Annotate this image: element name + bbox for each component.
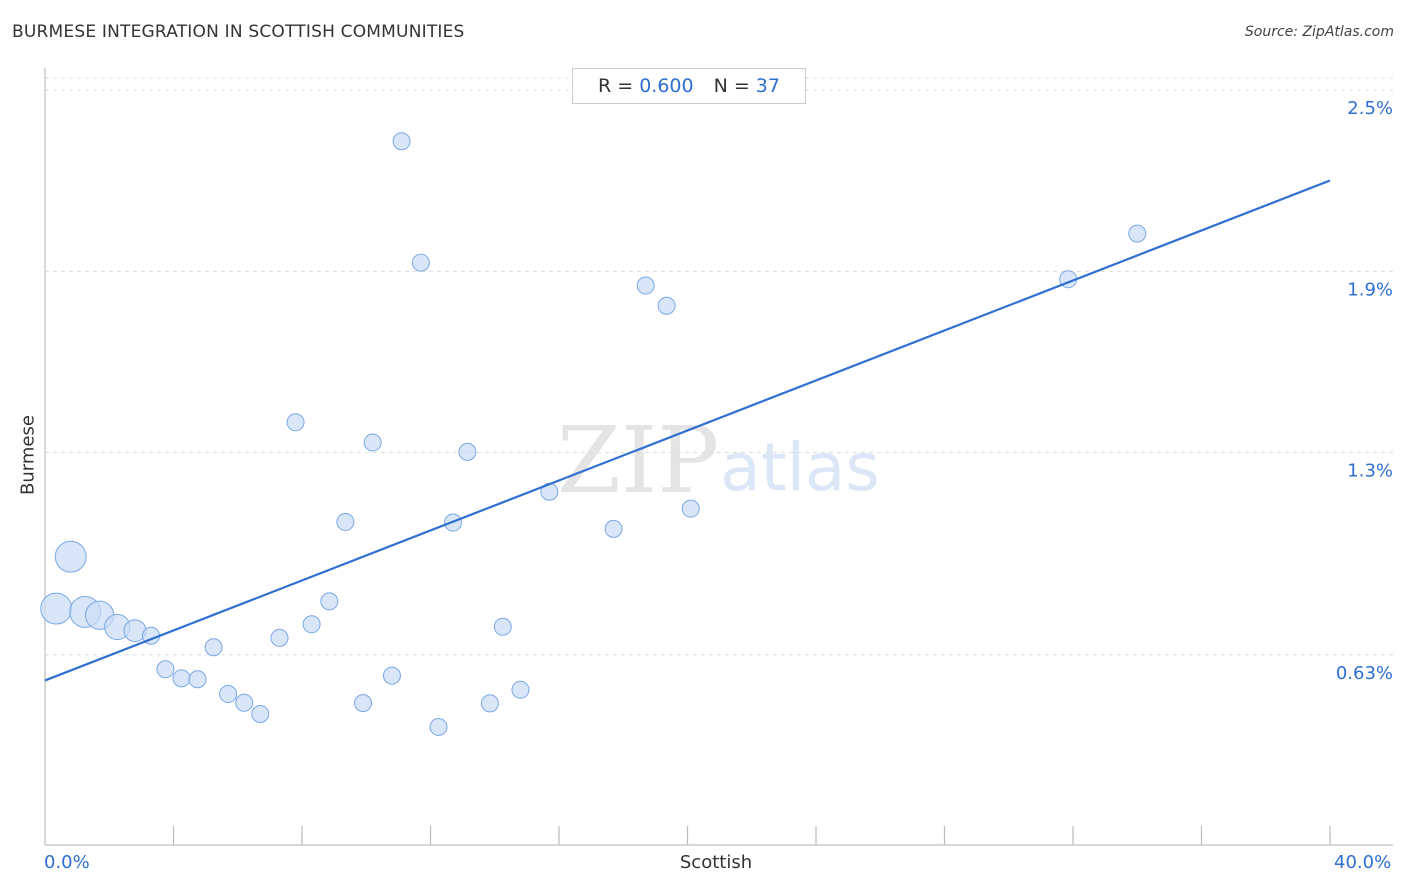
y-tick-label: 1.9%	[1347, 279, 1393, 300]
data-point	[336, 512, 355, 531]
data-point	[1128, 224, 1147, 243]
source-label: Source: ZipAtlas.com	[1244, 24, 1394, 40]
data-point	[636, 276, 655, 295]
data-point	[251, 704, 270, 723]
watermark-atlas: atlas	[720, 429, 880, 506]
data-point	[429, 717, 448, 736]
data-point	[681, 499, 700, 518]
x-tick-label-min: 0.0%	[44, 852, 90, 873]
data-point	[156, 660, 175, 679]
data-point	[235, 693, 254, 712]
y-tick-label: 2.5%	[1347, 98, 1393, 119]
y-axis-label: Burmese	[17, 415, 39, 495]
data-point	[54, 540, 87, 573]
data-point	[204, 638, 223, 657]
data-point	[172, 669, 191, 688]
chart-title: BURMESE INTEGRATION IN SCOTTISH COMMUNIT…	[12, 22, 465, 42]
data-point	[320, 592, 339, 611]
n-value: 37	[755, 75, 780, 97]
data-point	[604, 519, 623, 538]
r-label: R =	[598, 75, 634, 97]
data-point	[40, 592, 73, 625]
stats-box: R = 0.600 N = 37	[572, 68, 806, 104]
data-point	[493, 617, 512, 636]
data-point	[458, 442, 477, 461]
data-point	[411, 253, 430, 272]
data-point	[392, 132, 411, 151]
data-point	[219, 685, 238, 704]
data-point	[354, 694, 373, 713]
x-tick-label-max: 40.0%	[1334, 852, 1392, 873]
data-point	[363, 433, 382, 452]
data-point	[270, 628, 289, 647]
data-point	[286, 413, 305, 432]
y-tick-label: 1.3%	[1347, 461, 1393, 482]
watermark-zip: ZIP	[557, 407, 719, 514]
trend-line	[44, 179, 1331, 682]
data-point	[657, 296, 676, 315]
data-point	[302, 615, 321, 634]
data-point	[480, 694, 499, 713]
data-point	[382, 666, 401, 685]
x-axis-label: Scottish	[679, 852, 753, 873]
data-point	[188, 670, 207, 689]
r-value: 0.600	[639, 75, 694, 97]
y-tick-label: 0.63%	[1336, 663, 1393, 684]
data-point	[511, 680, 530, 699]
n-label: N =	[713, 75, 750, 97]
